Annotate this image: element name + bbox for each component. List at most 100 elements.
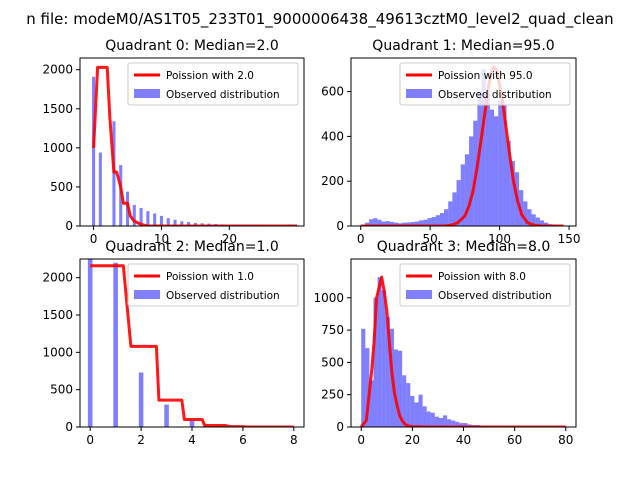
observed-bar	[427, 218, 432, 226]
y-tick-label: 500	[50, 383, 73, 397]
x-tick-label: 0	[357, 232, 365, 246]
y-tick-label: 600	[321, 85, 344, 99]
observed-bar	[489, 109, 495, 226]
y-tick-label: 1000	[42, 141, 73, 155]
observed-bar	[377, 219, 382, 226]
observed-bar	[187, 222, 191, 226]
observed-bar	[455, 421, 460, 427]
observed-bar	[531, 214, 536, 226]
observed-bar	[439, 213, 445, 226]
legend-observed-label: Observed distribution	[438, 290, 552, 302]
observed-bar	[394, 222, 399, 226]
observed-bar	[423, 219, 428, 226]
legend-observed-swatch	[406, 89, 432, 98]
legend-box	[127, 62, 299, 106]
quadrant-title: Quadrant 1: Median=95.0	[372, 38, 554, 54]
observed-bar	[369, 219, 374, 226]
observed-bar	[381, 221, 386, 226]
observed-bar	[164, 404, 169, 427]
quadrant-2-panel: 0 2 4 6 8 0 500 1000 1500 2000 Quadrant 2: Median=…	[42, 239, 305, 447]
observed-bar	[456, 180, 461, 226]
observed-bar	[87, 259, 93, 427]
x-tick-label: 10	[154, 232, 169, 246]
observed-bar	[494, 116, 499, 226]
x-tick-label: 60	[507, 433, 522, 447]
observed-bar	[369, 380, 374, 427]
y-tick-label: 400	[321, 129, 344, 143]
legend: Poission with 8.0 Observed distribution	[399, 263, 571, 307]
poisson-line	[360, 275, 566, 427]
x-tick-label: 80	[558, 433, 573, 447]
observed-bar	[438, 417, 444, 427]
observed-bar	[132, 204, 136, 226]
y-tick-label: 2000	[42, 271, 73, 285]
observed-bar	[498, 100, 503, 226]
y-tick-label: 2000	[42, 63, 73, 77]
x-tick-label: 0	[86, 433, 94, 447]
x-tick-label: 0	[357, 433, 365, 447]
quadrant-1-panel: 0 50 100 150 0 200 400 600 Quadrant 1: Median=95…	[321, 38, 580, 246]
y-tick-label: 1500	[42, 102, 73, 116]
observed-bar	[385, 221, 390, 226]
observed-bar	[434, 416, 439, 427]
legend: Poission with 1.0 Observed distribution	[127, 263, 299, 307]
legend-box	[127, 263, 299, 307]
quadrant-title: Quadrant 2: Median=1.0	[105, 239, 279, 255]
observed-bar	[180, 221, 184, 226]
observed-bar	[146, 211, 150, 226]
observed-bar	[139, 208, 143, 226]
observed-bar	[414, 221, 420, 226]
legend-observed-label: Observed distribution	[438, 89, 552, 101]
observed-bar	[443, 415, 448, 427]
observed-bar	[364, 222, 370, 226]
observed-bar	[159, 215, 163, 226]
observed-bar	[451, 420, 456, 427]
figure-title: n file: modeM0/AS1T05_233T01_9000006438_…	[26, 10, 613, 29]
observed-bar	[98, 152, 102, 226]
observed-bar	[410, 221, 415, 226]
x-tick-label: 0	[90, 232, 98, 246]
observed-bar	[406, 383, 411, 427]
plot-area	[92, 65, 298, 226]
observed-bar	[506, 140, 511, 226]
x-tick-label: 40	[456, 433, 471, 447]
legend-observed-label: Observed distribution	[166, 290, 280, 302]
observed-bar	[523, 201, 528, 226]
plot-area	[360, 65, 565, 226]
legend-box	[399, 263, 571, 307]
legend-observed-swatch	[134, 290, 160, 299]
observed-bar	[173, 219, 177, 226]
observed-bar	[166, 218, 170, 226]
observed-bar	[464, 154, 470, 226]
x-tick-label: 2	[137, 433, 145, 447]
y-tick-label: 750	[321, 323, 344, 337]
quadrant-title: Quadrant 0: Median=2.0	[105, 38, 279, 54]
y-tick-label: 500	[50, 180, 73, 194]
observed-bar	[92, 76, 96, 226]
x-tick-label: 20	[405, 433, 420, 447]
observed-bar	[422, 406, 427, 427]
observed-bar	[430, 412, 435, 427]
observed-bar	[402, 222, 407, 226]
y-tick-label: 1000	[42, 345, 73, 359]
observed-bar	[377, 277, 382, 427]
observed-bar	[460, 164, 465, 226]
observed-bar	[435, 215, 440, 226]
observed-bar	[469, 136, 474, 226]
observed-bar	[389, 221, 395, 226]
observed-bar	[452, 192, 457, 226]
x-tick-label: 6	[239, 433, 247, 447]
observed-bar	[481, 69, 486, 226]
observed-bar	[527, 209, 532, 226]
y-tick-label: 0	[65, 219, 73, 233]
observed-bar	[448, 201, 453, 226]
x-tick-label: 4	[188, 433, 196, 447]
axes-frame	[79, 57, 305, 227]
legend-observed-swatch	[134, 89, 160, 98]
quadrant-title: Quadrant 3: Median=8.0	[377, 239, 551, 255]
observed-bar	[373, 218, 378, 226]
y-tick-label: 0	[336, 219, 344, 233]
observed-bar	[189, 420, 195, 427]
y-tick-label: 200	[321, 174, 344, 188]
